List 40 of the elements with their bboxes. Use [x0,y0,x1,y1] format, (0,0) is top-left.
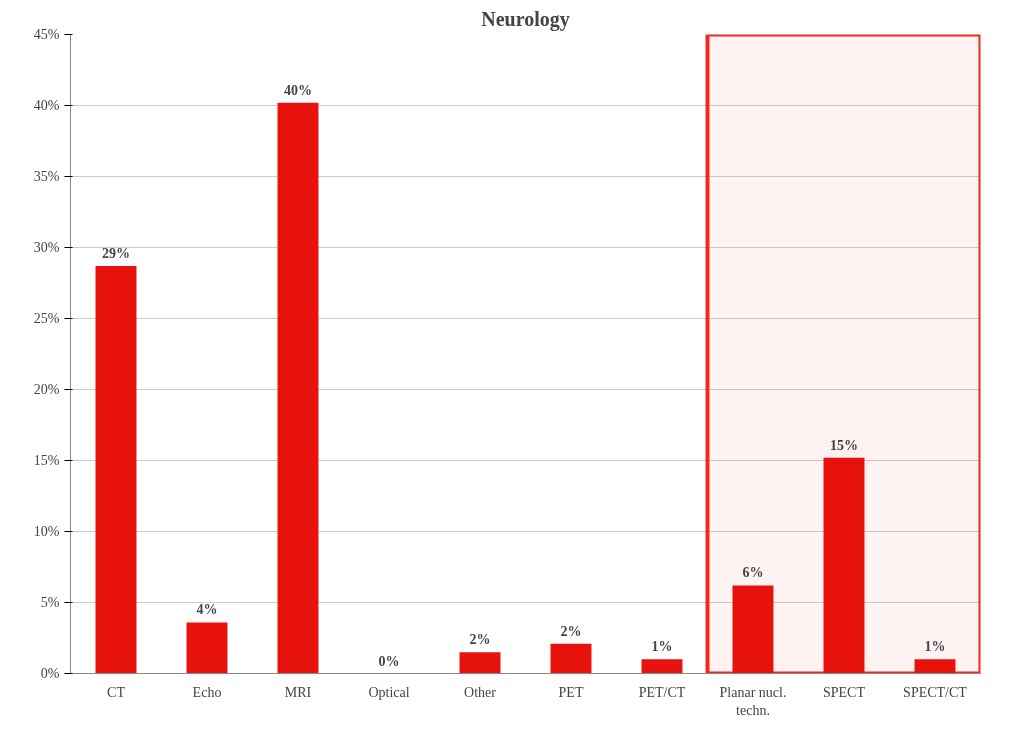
bar [732,585,774,674]
data-label: 15% [830,437,858,453]
y-tick-label: 30% [33,240,60,255]
y-tick-label: 5% [40,595,60,610]
data-label: 4% [196,602,218,618]
bar [641,659,683,674]
y-tick-label: 20% [33,382,60,397]
data-label: 2% [560,623,582,639]
x-tick-label: Optical [368,684,410,700]
x-tick-label: PET [558,684,584,700]
y-tick-label: 25% [33,311,60,326]
y-tick-label: 35% [33,169,60,184]
bar [186,622,228,674]
x-tick-label: SPECT [822,684,866,700]
bar [459,652,501,674]
bar [95,265,137,674]
y-tick-label: 10% [33,524,60,539]
bar [914,659,956,674]
x-tick-label: SPECT/CT [903,684,968,700]
x-tick-label: PET/CT [638,684,686,700]
x-tick-label: Other [464,684,497,700]
data-label: 2% [469,632,491,648]
data-label: 0% [378,653,400,669]
bar [550,643,592,674]
x-tick-label: MRI [284,684,312,700]
y-tick-label: 15% [33,453,60,468]
x-tick-label: CT [107,684,126,700]
data-label: 1% [651,639,673,655]
x-tick-label: Echo [192,684,222,700]
data-label: 1% [924,639,946,655]
data-label: 40% [284,82,312,98]
y-tick-label: 40% [33,98,60,113]
y-tick-label: 0% [40,666,60,681]
chart-title: Neurology [481,7,570,31]
bar [277,102,319,674]
y-tick-label: 45% [33,27,60,42]
bar [823,457,865,674]
data-label: 6% [742,565,764,581]
x-tick-label: Planar nucl. techn. [719,684,787,718]
data-label: 29% [102,245,130,261]
